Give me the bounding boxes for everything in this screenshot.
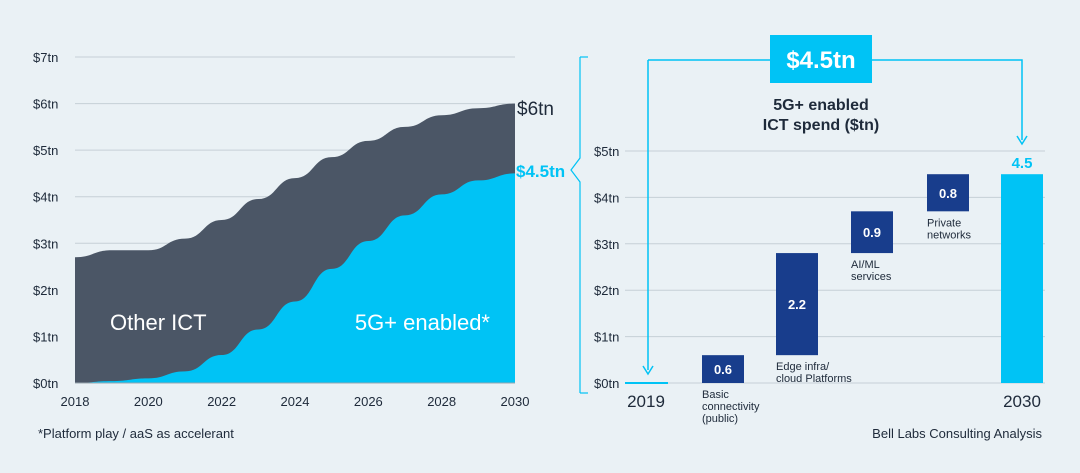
area-5g-enabled xyxy=(75,173,515,383)
waterfall-bar xyxy=(776,253,818,356)
waterfall-bar-label: connectivity xyxy=(702,401,760,413)
chart-title-line2: ICT spend ($tn) xyxy=(763,117,879,134)
total-bar-2030 xyxy=(1001,174,1043,383)
total-end-label: $6tn xyxy=(517,99,554,120)
left-y-tick-label: $0tn xyxy=(33,376,58,391)
headline-box xyxy=(770,35,872,83)
left-y-tick-label: $7tn xyxy=(33,50,58,65)
left-y-tick-label: $3tn xyxy=(33,236,58,251)
waterfall-bar xyxy=(927,174,969,212)
waterfall-bar-label: Private xyxy=(927,217,961,229)
left-x-axis: 2018 2020 2022 2024 2026 2028 2030 xyxy=(61,394,530,409)
left-y-axis: $0tn $1tn $2tn $3tn $4tn $5tn $6tn $7tn xyxy=(33,50,58,391)
waterfall-bar-label: Edge infra/ xyxy=(776,361,830,373)
connector-right xyxy=(872,59,1023,140)
left-x-tick-label: 2026 xyxy=(354,394,383,409)
waterfall-bar xyxy=(702,355,744,383)
waterfall-bar xyxy=(851,211,893,254)
waterfall-bar-value: 0.6 xyxy=(714,362,732,377)
headline-value: $4.5tn xyxy=(786,47,855,74)
end-year-label: 2030 xyxy=(1003,392,1041,411)
fiveg-enabled-label: 5G+ enabled* xyxy=(355,310,491,335)
fiveg-end-label: $4.5tn xyxy=(516,162,565,181)
left-x-tick-label: 2030 xyxy=(501,394,530,409)
waterfall-bar-value: 2.2 xyxy=(788,297,806,312)
left-y-tick-label: $1tn xyxy=(33,329,58,344)
waterfall-bar-value: 0.9 xyxy=(863,225,881,240)
right-y-tick-label: $0tn xyxy=(594,376,619,391)
right-y-tick-label: $5tn xyxy=(594,144,619,159)
start-year-label: 2019 xyxy=(627,392,665,411)
right-y-tick-label: $1tn xyxy=(594,330,619,345)
footnote: *Platform play / aaS as accelerant xyxy=(38,426,234,441)
left-y-tick-label: $2tn xyxy=(33,283,58,298)
waterfall-bar-value: 0.8 xyxy=(939,186,957,201)
source-note: Bell Labs Consulting Analysis xyxy=(872,426,1042,441)
left-y-tick-label: $6tn xyxy=(33,97,58,112)
left-x-tick-label: 2024 xyxy=(281,394,310,409)
waterfall-bar-label: services xyxy=(851,271,892,283)
left-y-tick-label: $5tn xyxy=(33,143,58,158)
arrow-down-right-icon xyxy=(1016,135,1028,146)
left-x-tick-label: 2028 xyxy=(427,394,456,409)
total-bar-value: 4.5 xyxy=(1012,155,1033,172)
waterfall-bar-label: networks xyxy=(927,229,972,241)
waterfall-bar-label: Basic xyxy=(702,389,729,401)
right-y-tick-label: $2tn xyxy=(594,283,619,298)
left-y-tick-label: $4tn xyxy=(33,190,58,205)
other-ict-label: Other ICT xyxy=(110,310,207,335)
left-x-tick-label: 2018 xyxy=(61,394,90,409)
brace xyxy=(570,57,581,393)
waterfall-bar-label: (public) xyxy=(702,413,738,425)
right-y-tick-label: $4tn xyxy=(594,190,619,205)
arrow-down-left-icon xyxy=(642,365,654,376)
right-y-tick-label: $3tn xyxy=(594,237,619,252)
left-x-tick-label: 2022 xyxy=(207,394,236,409)
right-y-axis: $0tn $1tn $2tn $3tn $4tn $5tn xyxy=(594,144,619,391)
left-x-tick-label: 2020 xyxy=(134,394,163,409)
right-gridlines xyxy=(625,150,1045,384)
waterfall-bar-label: AI/ML xyxy=(851,259,880,271)
chart-title-line1: 5G+ enabled xyxy=(773,97,869,114)
waterfall-bar-label: cloud Platforms xyxy=(776,373,852,385)
